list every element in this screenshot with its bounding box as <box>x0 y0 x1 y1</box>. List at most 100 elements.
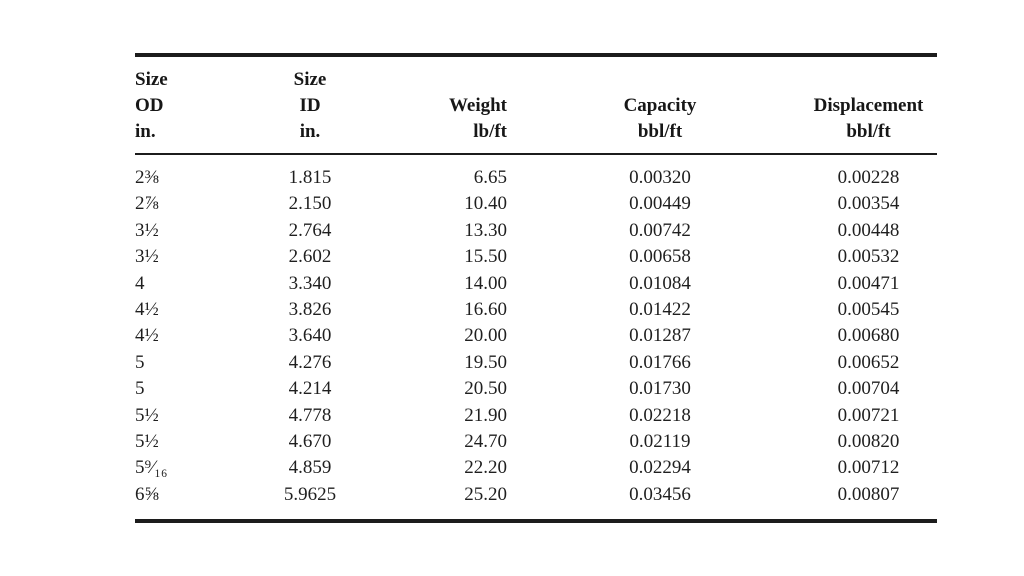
cell-capacity: 0.01766 <box>629 351 691 373</box>
table-row: 5⁹⁄₁₆ 4.859 22.20 0.02294 0.00712 <box>135 455 937 481</box>
cell-size-od: 4 <box>135 272 145 294</box>
table-header: Size OD in. Size ID in. Weight lb/ft C <box>135 55 937 155</box>
cell-size-id: 4.214 <box>288 378 332 400</box>
col-header-size-id: Size ID in. <box>245 55 375 155</box>
cell-size-id: 4.276 <box>288 351 332 373</box>
cell-weight: 15.50 <box>464 246 507 268</box>
cell-size-od: 5½ <box>135 404 159 426</box>
cell-capacity: 0.00449 <box>629 193 691 215</box>
cell-weight: 16.60 <box>464 299 507 321</box>
cell-displacement: 0.00354 <box>837 193 900 215</box>
col-header-displacement: Displacement bbl/ft <box>800 55 937 155</box>
cell-capacity: 0.01422 <box>629 299 691 321</box>
header-line: Displacement <box>813 95 924 116</box>
cell-size-id: 4.778 <box>288 404 332 426</box>
tubing-dimensions-table: Size OD in. Size ID in. Weight lb/ft C <box>135 53 937 524</box>
cell-size-od: 6⅝ <box>135 483 159 505</box>
cell-capacity: 0.00658 <box>629 246 691 268</box>
cell-size-od: 3½ <box>135 246 159 268</box>
cell-displacement: 0.00471 <box>837 272 900 294</box>
header-line: Capacity <box>623 95 697 116</box>
cell-size-id: 2.602 <box>288 246 332 268</box>
cell-displacement: 0.00721 <box>837 404 900 426</box>
cell-size-id: 2.764 <box>288 219 332 241</box>
table-row: 2⅞ 2.150 10.40 0.00449 0.00354 <box>135 191 937 217</box>
cell-displacement: 0.00448 <box>837 219 900 241</box>
table-row: 3½ 2.602 15.50 0.00658 0.00532 <box>135 244 937 270</box>
cell-capacity: 0.00742 <box>629 219 691 241</box>
cell-size-od: 2⅞ <box>135 193 159 215</box>
cell-capacity: 0.02294 <box>629 457 691 479</box>
cell-size-id: 3.826 <box>288 299 332 321</box>
cell-size-od: 5⁹⁄₁₆ <box>135 457 168 479</box>
col-header-size-od: Size OD in. <box>135 55 245 155</box>
table-row: 6⅝ 5.9625 25.20 0.03456 0.00807 <box>135 482 937 521</box>
cell-weight: 19.50 <box>464 351 507 373</box>
cell-size-od: 4½ <box>135 299 159 321</box>
table-row: 5 4.214 20.50 0.01730 0.00704 <box>135 376 937 402</box>
table-row: 3½ 2.764 13.30 0.00742 0.00448 <box>135 218 937 244</box>
cell-capacity: 0.02218 <box>629 404 691 426</box>
cell-capacity: 0.02119 <box>629 431 691 453</box>
cell-size-id: 4.859 <box>288 457 332 479</box>
header-line: Size <box>293 69 327 90</box>
cell-size-od: 3½ <box>135 219 159 241</box>
cell-weight: 22.20 <box>464 457 507 479</box>
header-line: bbl/ft <box>846 121 891 142</box>
cell-weight: 10.40 <box>464 193 507 215</box>
header-line: lb/ft <box>473 121 507 142</box>
cell-displacement: 0.00820 <box>837 431 900 453</box>
cell-capacity: 0.01730 <box>629 378 691 400</box>
cell-capacity: 0.01287 <box>629 325 691 347</box>
header-row: Size OD in. Size ID in. Weight lb/ft C <box>135 55 937 155</box>
table-row: 4½ 3.826 16.60 0.01422 0.00545 <box>135 297 937 323</box>
header-line: Weight <box>448 95 507 116</box>
cell-size-id: 2.150 <box>288 193 332 215</box>
cell-capacity: 0.03456 <box>629 483 691 505</box>
cell-size-od: 5 <box>135 351 145 373</box>
cell-weight: 25.20 <box>464 483 507 505</box>
cell-displacement: 0.00228 <box>837 167 900 188</box>
cell-displacement: 0.00807 <box>837 483 900 505</box>
table-row: 2⅜ 1.815 6.65 0.00320 0.00228 <box>135 154 937 191</box>
cell-size-od: 4½ <box>135 325 159 347</box>
cell-displacement: 0.00680 <box>837 325 900 347</box>
table-row: 5½ 4.778 21.90 0.02218 0.00721 <box>135 403 937 429</box>
header-line: bbl/ft <box>637 121 683 142</box>
cell-capacity: 0.00320 <box>629 167 691 188</box>
table-row: 5 4.276 19.50 0.01766 0.00652 <box>135 350 937 376</box>
col-header-weight: Weight lb/ft <box>375 55 520 155</box>
cell-weight: 24.70 <box>464 431 507 453</box>
cell-weight: 20.00 <box>464 325 507 347</box>
cell-weight: 20.50 <box>464 378 507 400</box>
cell-size-id: 4.670 <box>288 431 332 453</box>
table-body: 2⅜ 1.815 6.65 0.00320 0.00228 2⅞ 2.150 1… <box>135 154 937 521</box>
cell-capacity: 0.01084 <box>629 272 691 294</box>
header-line: OD <box>135 95 164 116</box>
cell-size-od: 5 <box>135 378 145 400</box>
table-row: 4 3.340 14.00 0.01084 0.00471 <box>135 271 937 297</box>
data-table: Size OD in. Size ID in. Weight lb/ft C <box>135 53 937 524</box>
cell-weight: 14.00 <box>464 272 507 294</box>
cell-size-id: 3.340 <box>288 272 332 294</box>
header-line: Size <box>135 69 168 90</box>
col-header-capacity: Capacity bbl/ft <box>520 55 800 155</box>
cell-weight: 6.65 <box>473 167 507 188</box>
cell-displacement: 0.00712 <box>837 457 900 479</box>
cell-size-id: 3.640 <box>288 325 332 347</box>
header-line: ID <box>299 95 321 116</box>
header-line: in. <box>135 121 156 142</box>
cell-size-id: 1.815 <box>288 167 332 188</box>
cell-displacement: 0.00545 <box>837 299 900 321</box>
cell-weight: 21.90 <box>464 404 507 426</box>
cell-displacement: 0.00532 <box>837 246 900 268</box>
cell-size-od: 5½ <box>135 431 159 453</box>
cell-weight: 13.30 <box>464 219 507 241</box>
cell-size-od: 2⅜ <box>135 167 159 188</box>
cell-displacement: 0.00652 <box>837 351 900 373</box>
cell-size-id: 5.9625 <box>283 483 337 505</box>
cell-displacement: 0.00704 <box>837 378 900 400</box>
header-line: in. <box>299 121 321 142</box>
table-row: 4½ 3.640 20.00 0.01287 0.00680 <box>135 323 937 349</box>
